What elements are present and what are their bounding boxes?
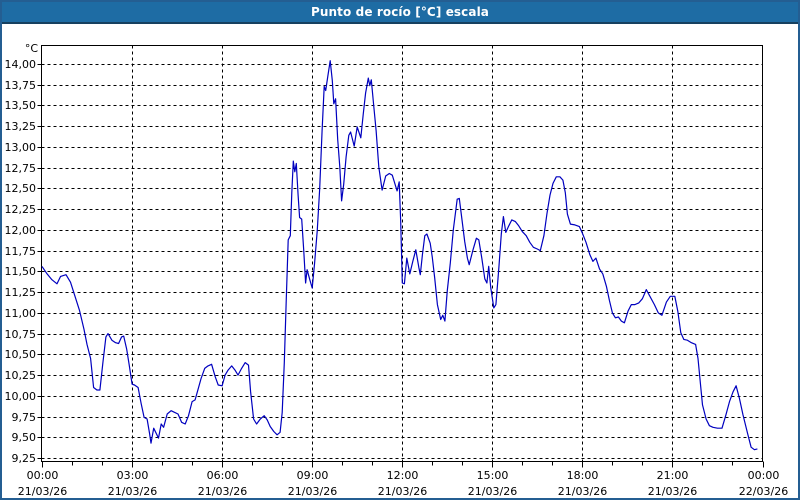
title-bar: Punto de rocío [°C] escala bbox=[2, 2, 798, 24]
x-tick-time-label: 12:00 bbox=[386, 468, 419, 482]
y-tick-label: 12,00 bbox=[4, 223, 37, 237]
y-tick-label: 9,25 bbox=[11, 451, 37, 465]
y-tick-label: 14,00 bbox=[4, 57, 37, 71]
y-tick-label: 9,75 bbox=[11, 410, 37, 424]
y-tick-label: 10,50 bbox=[4, 347, 37, 361]
x-tick-date-label: 21/03/26 bbox=[287, 484, 338, 498]
y-axis-unit-label: °C bbox=[24, 41, 38, 55]
chart-plot-area: 14,00 13,75 13,50 13,25 13,00 12,75 12,50 12,25… bbox=[2, 24, 798, 498]
y-tick-label: 11,25 bbox=[4, 285, 37, 299]
y-tick-label: 11,00 bbox=[4, 306, 37, 320]
y-tick-label: 13,00 bbox=[4, 140, 37, 154]
y-tick-label: 13,50 bbox=[4, 98, 37, 112]
series-line bbox=[41, 60, 758, 451]
x-tick-date-label: 21/03/26 bbox=[377, 484, 428, 498]
x-tick-date-label: 21/03/26 bbox=[467, 484, 518, 498]
x-tick-time-label: 00:00 bbox=[747, 468, 780, 482]
y-tick-label: 9,50 bbox=[11, 430, 37, 444]
y-tick-label: 13,75 bbox=[4, 78, 37, 92]
x-tick-date-label: 21/03/26 bbox=[647, 484, 698, 498]
x-tick-date-label: 21/03/26 bbox=[557, 484, 608, 498]
x-tick-time-label: 15:00 bbox=[476, 468, 509, 482]
plot-border bbox=[41, 45, 763, 462]
y-tick-label: 11,50 bbox=[4, 264, 37, 278]
x-tick-date-label: 21/03/26 bbox=[197, 484, 248, 498]
y-tick-label: 10,25 bbox=[4, 368, 37, 382]
x-tick-date-label: 21/03/26 bbox=[107, 484, 158, 498]
x-tick-time-label: 03:00 bbox=[116, 468, 149, 482]
y-tick-label: 10,00 bbox=[4, 389, 37, 403]
x-tick-time-label: 21:00 bbox=[656, 468, 689, 482]
x-tick-time-label: 06:00 bbox=[206, 468, 239, 482]
y-tick-label: 12,50 bbox=[4, 181, 37, 195]
dew-point-line-chart bbox=[37, 45, 764, 468]
y-tick-label: 12,75 bbox=[4, 161, 37, 175]
y-tick-label: 11,75 bbox=[4, 244, 37, 258]
y-tick-label: 10,75 bbox=[4, 327, 37, 341]
y-tick-label: 13,25 bbox=[4, 119, 37, 133]
x-tick-time-label: 00:00 bbox=[26, 468, 59, 482]
y-tick-label: 12,25 bbox=[4, 202, 37, 216]
x-tick-date-label: 22/03/26 bbox=[738, 484, 789, 498]
x-tick-time-label: 09:00 bbox=[296, 468, 329, 482]
x-tick-time-label: 18:00 bbox=[566, 468, 599, 482]
window-title: Punto de rocío [°C] escala bbox=[310, 5, 489, 19]
x-tick-date-label: 21/03/26 bbox=[17, 484, 68, 498]
